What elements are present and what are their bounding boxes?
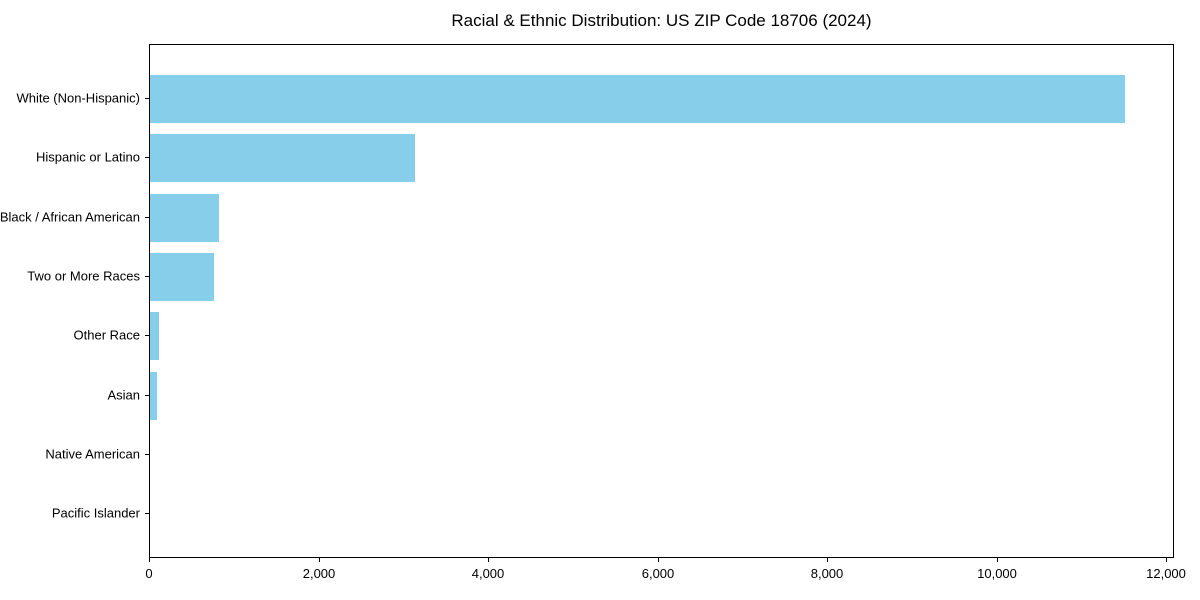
x-tick-label: 4,000	[471, 566, 505, 581]
y-tick-label-white-non-hispanic: White (Non-Hispanic)	[16, 90, 140, 106]
x-tick-label: 6,000	[641, 566, 675, 581]
bar-other-race	[150, 312, 159, 360]
y-tick-label-other-race: Other Race	[73, 327, 140, 343]
y-tick-label-pacific-islander: Pacific Islander	[51, 505, 140, 521]
y-tick-mark	[145, 395, 149, 396]
y-tick-label-asian: Asian	[107, 387, 140, 403]
chart-title: Racial & Ethnic Distribution: US ZIP Cod…	[451, 11, 872, 30]
y-axis-labels: White (Non-Hispanic) Hispanic or Latino Bl…	[0, 44, 149, 558]
y-tick-label-hispanic-or-latino: Hispanic or Latino	[35, 149, 140, 165]
x-tick-label: 2,000	[302, 566, 336, 581]
x-tick-mark	[149, 558, 150, 562]
plot-area	[149, 44, 1174, 558]
x-tick-label: 0	[145, 566, 153, 581]
x-tick-mark	[488, 558, 489, 562]
x-axis: 0 2,000 4,000 6,000 8,000 10,000 12,000	[145, 558, 1186, 592]
x-tick-label: 10,000	[977, 566, 1017, 581]
x-tick-mark	[658, 558, 659, 562]
x-tick-mark	[319, 558, 320, 562]
x-tick-mark	[997, 558, 998, 562]
x-tick-mark	[1166, 558, 1167, 562]
y-tick-mark	[145, 335, 149, 336]
y-tick-mark	[145, 157, 149, 158]
bar-hispanic-or-latino	[150, 134, 415, 182]
bar-asian	[150, 372, 157, 420]
y-tick-mark	[145, 276, 149, 277]
y-tick-mark	[145, 217, 149, 218]
y-tick-mark	[145, 98, 149, 99]
x-tick-mark	[827, 558, 828, 562]
x-tick-label: 12,000	[1146, 566, 1186, 581]
x-tick-label: 8,000	[810, 566, 844, 581]
y-tick-mark	[145, 454, 149, 455]
bar-black-african-american	[150, 194, 219, 242]
y-tick-label-black-african-american: Black / African American	[0, 209, 140, 225]
bar-two-or-more-races	[150, 253, 214, 301]
y-tick-label-native-american: Native American	[45, 446, 140, 462]
y-tick-label-two-or-more-races: Two or More Races	[27, 268, 140, 284]
bar-white-non-hispanic	[150, 75, 1125, 123]
y-tick-mark	[145, 513, 149, 514]
